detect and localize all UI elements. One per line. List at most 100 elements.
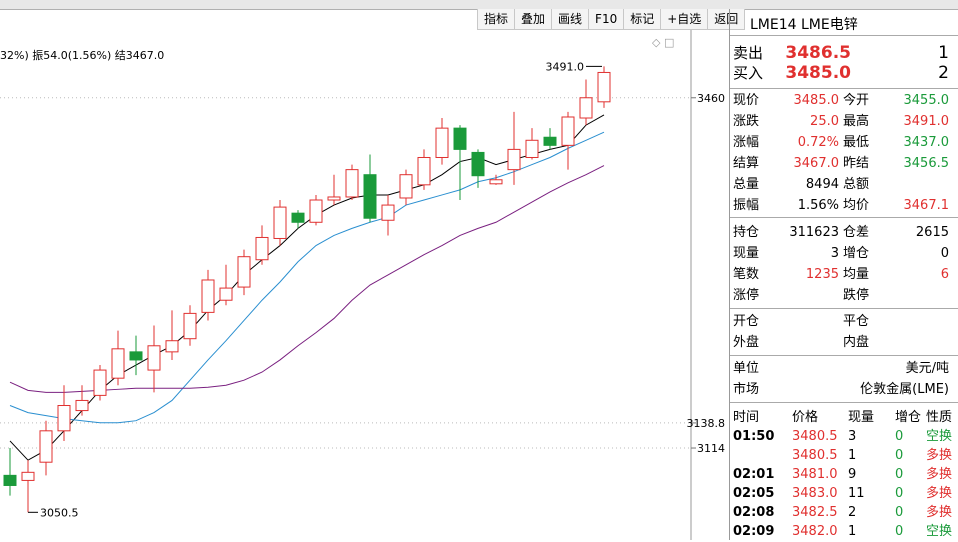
field-value: 多换 (926, 486, 953, 501)
candle-body (21, 471, 35, 481)
candle-body (309, 199, 323, 223)
field-value: 11 (848, 486, 865, 501)
position-row: 笔数 1235 均量 6 (730, 264, 958, 285)
candle-body (435, 127, 449, 158)
candle-body (57, 405, 71, 432)
separator (730, 402, 958, 403)
field-value: 02:05 (733, 486, 775, 501)
candle-body (291, 212, 305, 223)
candle-body (507, 148, 521, 171)
field-value: 3 (848, 429, 857, 444)
candle-body (201, 279, 215, 313)
icon[interactable]: ◇ □ (652, 36, 674, 49)
candle-body (75, 399, 89, 412)
trade-row: 3480.5 1 0 多换 (730, 445, 958, 466)
candle-body (597, 71, 611, 103)
field-value: 6 (940, 267, 949, 282)
candle-body (237, 256, 251, 288)
field-label: 平仓 (843, 314, 870, 329)
toolbar: 指标 叠加 画线 F10 标记 +自选 返回 (477, 9, 746, 31)
candle-body (255, 236, 269, 261)
open_close-row: 外盘 内盘 (730, 332, 958, 353)
field-value: 3480.5 (792, 448, 838, 463)
field-label: 结算 (733, 156, 760, 171)
toolbar-button[interactable]: 画线 (551, 9, 590, 30)
toolbar-button[interactable]: 返回 (707, 9, 746, 30)
candle-body (489, 179, 503, 185)
field-value: 多换 (926, 448, 953, 463)
field-value: 性质 (926, 410, 953, 425)
field-value: 02:08 (733, 505, 775, 520)
position-row: 持仓 311623 仓差 2615 (730, 222, 958, 243)
ma-line (9, 114, 605, 461)
field-value: 9 (848, 467, 857, 482)
candle-body (417, 156, 431, 186)
order-row: 卖出 3486.5 1 (730, 43, 958, 64)
field-value: 3455.0 (903, 93, 950, 108)
quote-panel: LME14 LME电锌 卖出 3486.5 1 买入 3485.0 2 现价 3485.0 今开… (729, 9, 958, 540)
field-label: 昨结 (843, 156, 870, 171)
field-label: 跌停 (843, 288, 870, 303)
field-label: 振幅 (733, 198, 760, 213)
field-label: 市场 (733, 382, 760, 397)
separator (730, 35, 958, 36)
info-row: 市场 伦敦金属(LME) (730, 379, 958, 400)
candle-body (471, 151, 485, 177)
toolbar-button[interactable]: 叠加 (514, 9, 553, 30)
candle-body (363, 174, 377, 219)
field-value: 多换 (926, 505, 953, 520)
stats-row: 总量 8494 总额 (730, 174, 958, 195)
candle-body (345, 169, 359, 198)
separator (730, 308, 958, 309)
open_close-row: 开仓 平仓 (730, 311, 958, 332)
candle-body (147, 345, 161, 371)
field-label: 卖出 (733, 44, 764, 62)
field-label: 涨幅 (733, 135, 760, 150)
position-row: 涨停 跌停 (730, 285, 958, 306)
field-label: 外盘 (733, 335, 760, 350)
candle-body (111, 348, 125, 379)
field-value: 1 (938, 43, 949, 63)
candle-body (453, 127, 467, 150)
field-value: 01:50 (733, 429, 775, 444)
toolbar-button[interactable]: 指标 (477, 9, 516, 30)
field-label: 总量 (733, 177, 760, 192)
field-value: 3467.1 (903, 198, 950, 213)
candle-body (327, 196, 341, 201)
field-value: 现量 (848, 410, 875, 425)
candle-body (93, 369, 107, 396)
field-label: 均量 (843, 267, 870, 282)
toolbar-button[interactable]: +自选 (660, 9, 709, 30)
field-value: 0 (895, 467, 904, 482)
high-annotation: 3491.0 (546, 60, 585, 73)
stats-row: 涨幅 0.72% 最低 3437.0 (730, 132, 958, 153)
field-label: 现价 (733, 93, 760, 108)
candle-body (3, 474, 17, 486)
toolbar-button[interactable]: F10 (588, 9, 625, 30)
candle-body (381, 204, 395, 221)
low-annotation: 3050.5 (40, 506, 79, 519)
field-value: 3482.0 (792, 524, 838, 539)
trade-row: 02:05 3483.0 11 0 多换 (730, 483, 958, 504)
field-label: 总额 (843, 177, 870, 192)
y-tick-label: 3138.8 (687, 417, 726, 430)
field-value: 3481.0 (792, 467, 838, 482)
candle-body (183, 312, 197, 340)
separator (730, 355, 958, 356)
field-label: 涨停 (733, 288, 760, 303)
field-value: 25.0 (810, 114, 839, 129)
field-value: 增仓 (895, 410, 922, 425)
toolbar-button[interactable]: 标记 (623, 9, 662, 30)
trade-row: 02:01 3481.0 9 0 多换 (730, 464, 958, 485)
candle-body (543, 136, 557, 146)
info-row: 单位 美元/吨 (730, 358, 958, 379)
field-value: 0 (895, 448, 904, 463)
candle-body (525, 139, 539, 158)
field-value: 3 (830, 246, 839, 261)
candle-body (39, 430, 53, 463)
field-value: 0 (895, 505, 904, 520)
field-value: 3486.5 (785, 43, 851, 63)
field-value: 2 (848, 505, 857, 520)
field-value: 多换 (926, 467, 953, 482)
field-value: 空换 (926, 429, 953, 444)
